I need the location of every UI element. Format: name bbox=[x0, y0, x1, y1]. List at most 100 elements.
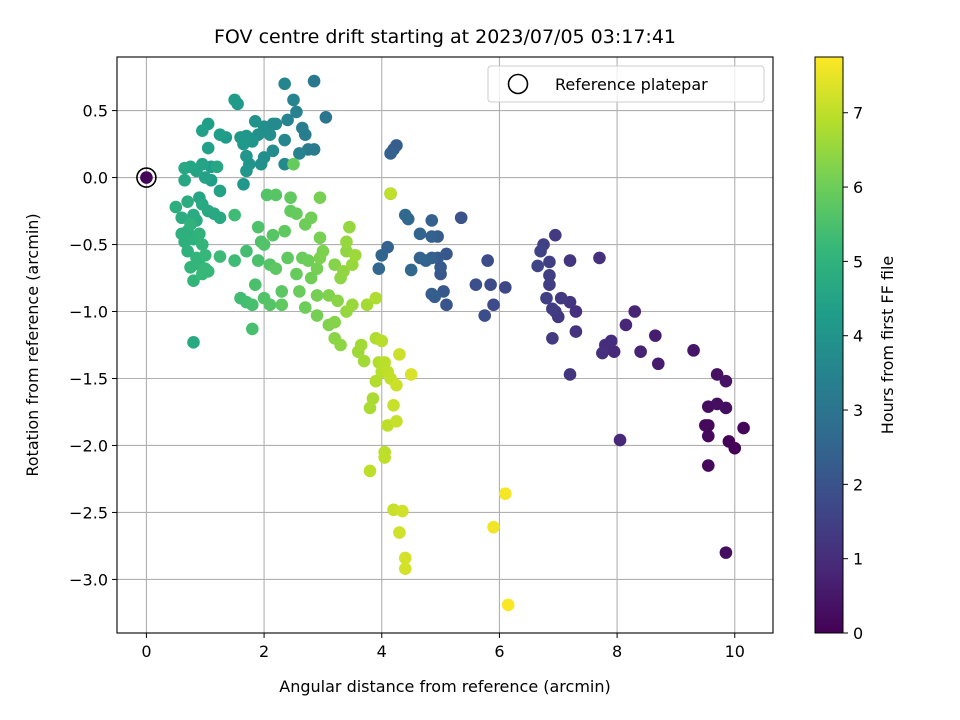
data-point bbox=[331, 294, 344, 308]
colorbar-tick-label: 6 bbox=[853, 178, 863, 197]
data-point bbox=[198, 262, 212, 275]
data-point bbox=[390, 378, 403, 392]
data-point bbox=[546, 302, 559, 316]
data-point bbox=[569, 305, 583, 318]
data-point bbox=[266, 228, 280, 242]
data-point bbox=[178, 173, 191, 187]
colorbar-tick-label: 7 bbox=[853, 104, 863, 123]
data-point bbox=[396, 504, 409, 518]
colorbar-tick-label: 2 bbox=[853, 475, 863, 494]
data-point bbox=[328, 315, 341, 329]
data-point bbox=[228, 254, 241, 267]
data-point bbox=[196, 124, 209, 137]
data-point bbox=[390, 415, 403, 428]
data-point bbox=[719, 401, 733, 415]
data-point bbox=[728, 441, 742, 455]
legend-marker-open-circle bbox=[507, 73, 529, 95]
data-point bbox=[348, 248, 362, 262]
data-point bbox=[178, 161, 191, 175]
data-point bbox=[546, 332, 559, 345]
data-point bbox=[213, 184, 227, 198]
data-point bbox=[304, 211, 318, 225]
data-point bbox=[201, 141, 215, 155]
data-point bbox=[369, 291, 383, 305]
data-point bbox=[549, 228, 562, 242]
y-tick-label: −3.0 bbox=[69, 570, 108, 589]
data-point bbox=[454, 211, 468, 225]
data-point bbox=[290, 105, 303, 119]
data-point bbox=[328, 258, 341, 271]
data-point bbox=[366, 392, 380, 405]
data-point bbox=[340, 235, 353, 249]
data-point bbox=[543, 278, 556, 292]
data-point bbox=[169, 200, 183, 214]
data-point bbox=[499, 281, 512, 294]
data-point bbox=[634, 345, 647, 358]
data-point bbox=[531, 259, 544, 273]
data-point bbox=[651, 357, 665, 371]
data-point bbox=[275, 285, 289, 298]
data-point bbox=[198, 248, 212, 262]
data-point bbox=[287, 157, 300, 171]
data-point bbox=[628, 305, 642, 318]
data-point bbox=[357, 354, 371, 368]
colorbar-tick-label: 1 bbox=[853, 550, 863, 569]
data-point bbox=[501, 598, 515, 612]
data-point bbox=[237, 137, 250, 151]
data-point bbox=[266, 144, 280, 158]
data-point bbox=[687, 344, 700, 357]
data-point bbox=[213, 128, 227, 141]
legend-entry-label: Reference platepar bbox=[555, 75, 708, 94]
data-point bbox=[499, 487, 512, 500]
data-point bbox=[231, 97, 244, 111]
data-point bbox=[290, 207, 303, 221]
data-point bbox=[387, 398, 400, 412]
y-tick-label: −2.5 bbox=[69, 503, 108, 522]
data-point bbox=[398, 551, 412, 565]
data-point bbox=[563, 368, 577, 381]
data-point bbox=[248, 114, 262, 128]
x-axis-ticks: 0 2 4 6 8 10 bbox=[141, 633, 745, 661]
data-point bbox=[313, 231, 327, 245]
data-point bbox=[278, 77, 291, 91]
data-point bbox=[184, 261, 197, 274]
data-point bbox=[181, 195, 194, 208]
data-point bbox=[487, 298, 500, 312]
data-point bbox=[193, 227, 206, 241]
data-point bbox=[425, 214, 439, 227]
data-point bbox=[481, 254, 494, 267]
data-point bbox=[310, 289, 324, 302]
data-point bbox=[393, 348, 406, 361]
colorbar-gradient bbox=[814, 56, 844, 634]
y-tick-label: −0.5 bbox=[69, 236, 108, 255]
x-tick-label: 2 bbox=[259, 642, 269, 661]
data-point bbox=[263, 298, 277, 312]
colorbar: 0 1 2 3 4 5 6 7 Hours from first FF file bbox=[814, 56, 897, 643]
data-point bbox=[290, 267, 303, 281]
data-point bbox=[248, 278, 262, 292]
data-point bbox=[384, 187, 397, 200]
data-point bbox=[701, 429, 715, 443]
colorbar-tick-label: 4 bbox=[853, 327, 863, 346]
data-point bbox=[260, 188, 274, 202]
data-point bbox=[534, 244, 547, 258]
data-point bbox=[210, 160, 224, 174]
legend-box bbox=[487, 65, 765, 103]
data-point bbox=[237, 177, 250, 191]
data-point bbox=[304, 271, 318, 285]
data-point bbox=[334, 338, 347, 352]
data-point bbox=[254, 157, 268, 171]
data-point bbox=[393, 526, 406, 539]
data-point bbox=[275, 298, 289, 312]
data-point bbox=[440, 298, 453, 312]
data-point bbox=[710, 368, 724, 381]
data-point bbox=[240, 149, 253, 163]
data-point bbox=[175, 211, 189, 225]
x-axis-label: Angular distance from reference (arcmin) bbox=[279, 677, 610, 696]
colorbar-tick-label: 5 bbox=[853, 252, 863, 271]
data-point bbox=[699, 419, 712, 432]
data-point bbox=[198, 171, 212, 184]
data-point bbox=[251, 254, 265, 267]
x-tick-label: 4 bbox=[377, 642, 387, 661]
